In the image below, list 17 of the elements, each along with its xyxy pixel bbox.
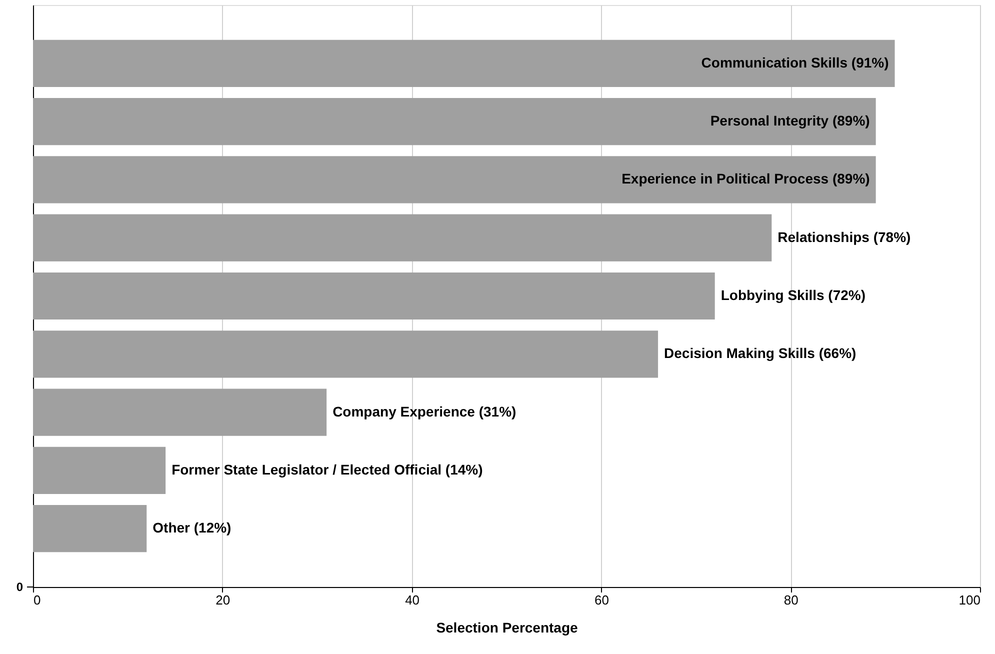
x-tick-label: 80 [784, 592, 798, 608]
text: 0 [16, 580, 24, 594]
y-tick-label: Lobbying Skills (72%) [720, 287, 866, 303]
y-tick-label: Decision Making Skills (66%) [664, 345, 856, 362]
x-tick-label: 0 [34, 592, 41, 608]
x-tick-label: 60 [594, 592, 609, 608]
x-tick-label: 20 [216, 592, 230, 608]
y-tick-label: Relationships (78%) [778, 228, 911, 245]
y-tick-label: Experience in Political Process (89%) [622, 170, 870, 187]
x-tick-label: 40 [405, 592, 420, 608]
y-tick-label: Other (12%) [152, 520, 232, 536]
y-tick-label: Former State Legislator / Elected Official (14%) [172, 461, 483, 478]
y-tick-label: Personal Integrity (89%) [710, 112, 870, 129]
x-axis-title: Selection Percentage [436, 620, 578, 636]
y-tick-label: Company Experience (31%) [332, 403, 516, 420]
x-tick-label: 100 [958, 592, 980, 608]
y-tick-label: Communication Skills (91%) [701, 54, 889, 70]
